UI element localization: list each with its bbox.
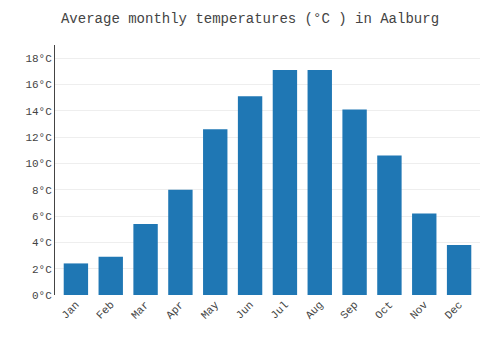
svg-text:Feb: Feb — [94, 299, 116, 321]
svg-text:4°C: 4°C — [32, 237, 52, 249]
svg-text:10°C: 10°C — [25, 158, 52, 170]
svg-text:6°C: 6°C — [32, 211, 52, 223]
svg-text:Oct: Oct — [373, 299, 395, 321]
svg-text:Dec: Dec — [443, 299, 465, 321]
svg-text:Jan: Jan — [59, 299, 81, 321]
svg-text:Average monthly temperatures (: Average monthly temperatures (°C ) in Aa… — [61, 11, 439, 27]
svg-text:Nov: Nov — [408, 299, 431, 322]
svg-text:Mar: Mar — [129, 299, 151, 321]
svg-text:Sep: Sep — [338, 299, 360, 321]
svg-text:2°C: 2°C — [32, 264, 52, 276]
svg-text:Jul: Jul — [268, 299, 290, 321]
svg-text:14°C: 14°C — [25, 106, 52, 118]
svg-text:12°C: 12°C — [25, 132, 52, 144]
svg-text:Apr: Apr — [164, 299, 186, 321]
svg-text:0°C: 0°C — [32, 290, 52, 302]
svg-text:8°C: 8°C — [32, 185, 52, 197]
svg-text:18°C: 18°C — [25, 53, 52, 65]
svg-text:Aug: Aug — [303, 299, 325, 321]
svg-text:May: May — [199, 299, 222, 322]
svg-text:16°C: 16°C — [25, 79, 52, 91]
svg-text:Jun: Jun — [234, 299, 256, 321]
